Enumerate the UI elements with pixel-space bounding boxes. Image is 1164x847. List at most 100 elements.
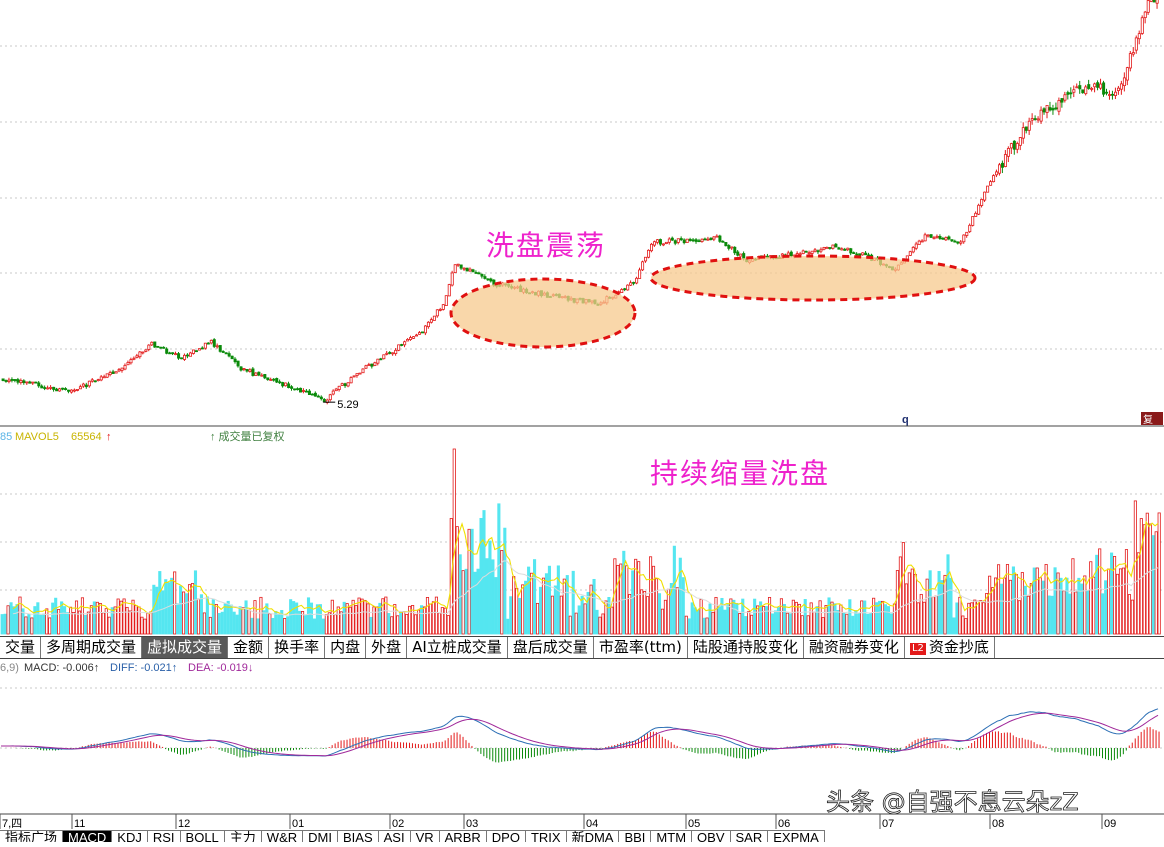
volume-bar [494, 577, 498, 635]
bottom-indicator-tab[interactable]: RSI [147, 830, 181, 842]
volume-bar [1038, 577, 1042, 635]
volume-bar [913, 573, 917, 635]
candlestick [822, 246, 826, 251]
volume-bar [1071, 558, 1075, 635]
candlestick [1084, 84, 1088, 96]
bottom-indicator-tab[interactable]: W&R [261, 830, 304, 842]
indicator-tab[interactable]: 陆股通持股变化 [688, 637, 804, 658]
indicator-tab[interactable]: 内盘 [325, 637, 367, 658]
time-label: 07 [882, 818, 894, 830]
volume-bar [500, 550, 504, 635]
bottom-indicator-tab[interactable]: ASI [378, 830, 411, 842]
indicator-tab[interactable]: L2 资金抄底 [905, 637, 995, 658]
bottom-indicator-tab[interactable]: VR [410, 830, 440, 842]
volume-bar [333, 614, 337, 635]
candlestick [1093, 82, 1097, 93]
bottom-indicator-tab[interactable]: BOLL [180, 830, 225, 842]
volume-bar [979, 600, 983, 635]
indicator-tab-label: 外盘 [371, 638, 402, 656]
candlestick [180, 357, 184, 360]
candlestick [1030, 113, 1034, 125]
candlestick [953, 239, 957, 243]
bottom-indicator-tab[interactable]: ARBR [439, 830, 487, 842]
indicator-tab[interactable]: AI立桩成交量 [407, 637, 508, 658]
bottom-indicator-tab[interactable]: KDJ [112, 830, 148, 842]
volume-bar [312, 618, 317, 635]
volume-bar [265, 603, 269, 635]
candlestick [423, 325, 427, 336]
indicator-tab[interactable]: 虚拟成交量 [142, 637, 229, 658]
candlestick [31, 381, 35, 385]
volume-bar [54, 597, 58, 635]
volume-bar [640, 589, 644, 635]
volume-bar [238, 606, 242, 635]
candlestick [61, 387, 65, 391]
candlestick [819, 247, 823, 254]
volume-bar [946, 554, 950, 635]
candlestick [203, 342, 207, 350]
indicator-tab-label: 金额 [233, 638, 264, 656]
indicator-tab[interactable]: 金额 [228, 637, 270, 658]
volume-bar [916, 602, 920, 635]
volume-bar [824, 605, 828, 635]
bottom-indicator-tab[interactable]: DMI [303, 830, 338, 842]
volume-bar [92, 601, 96, 635]
volume-bar [223, 603, 227, 635]
indicator-tab[interactable]: 交量 [0, 637, 42, 658]
volume-bar [425, 597, 430, 635]
indicator-tab[interactable]: 市盈率(ttm) [594, 637, 688, 658]
volume-bar [592, 578, 596, 635]
volume-bar [1083, 575, 1087, 635]
macd-legend-macd: MACD: -0.006↑ [24, 662, 99, 674]
candlestick [938, 234, 942, 240]
bottom-indicator-tab[interactable]: MACD [63, 830, 113, 842]
candlestick [450, 270, 454, 287]
indicator-tab[interactable]: 外盘 [366, 637, 408, 658]
volume-bar [110, 607, 114, 635]
indicator-tab[interactable]: 多周期成交量 [41, 637, 143, 658]
indicator-tab[interactable]: 换手率 [269, 637, 326, 658]
bottom-indicator-tab[interactable]: 指标广场 [0, 830, 64, 842]
volume-bar [583, 603, 587, 635]
candlestick [935, 234, 939, 239]
candlestick [426, 321, 430, 329]
vol-legend-arrow: ↑ [106, 431, 112, 443]
candlestick [147, 344, 151, 352]
candlestick [215, 343, 219, 349]
volume-bar [399, 611, 403, 635]
volume-bar [568, 615, 572, 635]
volume-bar [625, 565, 629, 635]
candlestick [1027, 117, 1031, 135]
candlestick [379, 357, 383, 361]
volume-bar [452, 448, 456, 635]
volume-bar [964, 618, 968, 635]
volume-bar [678, 557, 682, 635]
candlestick [263, 374, 267, 380]
bottom-indicator-tab[interactable]: BIAS [337, 830, 379, 842]
candlestick [1096, 80, 1100, 91]
candlestick [415, 333, 419, 337]
candlestick [825, 246, 829, 249]
bottom-indicator-tab[interactable]: BBI [619, 830, 652, 842]
bottom-indicator-tab[interactable]: EXPMA [768, 830, 825, 842]
bottom-indicator-tab[interactable]: MTM [651, 830, 693, 842]
volume-bar [104, 608, 108, 635]
bottom-indicator-tab[interactable]: TRIX [525, 830, 567, 842]
bottom-indicator-tab[interactable]: SAR [730, 830, 769, 842]
indicator-tab[interactable]: 融资融券变化 [804, 637, 905, 658]
candlestick [19, 378, 23, 385]
bottom-indicator-tab[interactable]: DPO [486, 830, 526, 842]
candlestick [1087, 79, 1091, 90]
volume-bar [95, 601, 99, 635]
indicator-tab[interactable]: 盘后成交量 [508, 637, 594, 658]
candlestick [1024, 126, 1028, 134]
shakeout-zone-1 [449, 277, 637, 349]
candlestick [1060, 98, 1064, 108]
candlestick [284, 382, 288, 387]
volume-bar [705, 617, 709, 635]
bottom-indicator-tab[interactable]: 新DMA [566, 830, 620, 842]
candlestick [1018, 136, 1022, 151]
bottom-indicator-tab[interactable]: 主力 [224, 830, 262, 842]
q-mark: q [902, 414, 909, 426]
bottom-indicator-tab[interactable]: OBV [692, 830, 731, 842]
